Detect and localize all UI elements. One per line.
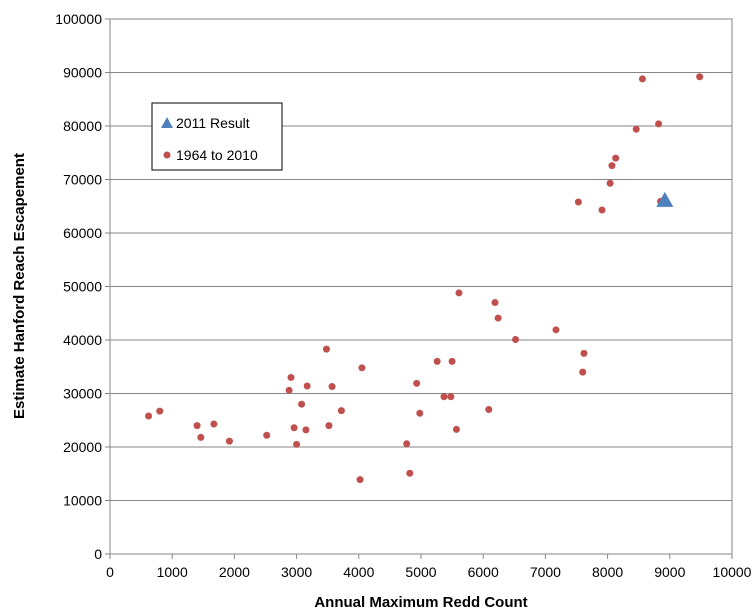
x-tick-label: 8000: [592, 564, 623, 580]
x-tick-label: 6000: [468, 564, 499, 580]
data-point: [325, 422, 333, 430]
data-point: [612, 154, 620, 162]
data-point: [512, 335, 520, 343]
data-point: [210, 420, 218, 428]
data-point: [225, 437, 233, 445]
y-tick-label: 50000: [63, 279, 102, 295]
data-points: [145, 73, 704, 484]
data-point: [406, 469, 414, 477]
legend-circle-icon: [163, 151, 171, 159]
data-point: [293, 440, 301, 448]
y-tick-label: 30000: [63, 386, 102, 402]
y-tick-label: 10000: [63, 493, 102, 509]
y-tick-label: 40000: [63, 332, 102, 348]
data-point: [455, 289, 463, 297]
y-tick-label: 90000: [63, 65, 102, 81]
data-point: [413, 379, 421, 387]
data-point: [494, 314, 502, 322]
data-point: [608, 162, 616, 170]
data-point: [606, 179, 614, 187]
data-point: [156, 407, 164, 415]
y-axis-title: Estimate Hanford Reach Escapement: [11, 153, 28, 419]
data-point: [440, 393, 448, 401]
data-point: [632, 125, 640, 133]
data-point: [579, 368, 587, 376]
data-point: [263, 431, 271, 439]
y-tick-label: 20000: [63, 439, 102, 455]
data-point: [285, 386, 293, 394]
data-point: [485, 406, 493, 414]
data-point: [145, 412, 153, 420]
data-point: [452, 425, 460, 433]
y-tick-label: 0: [94, 546, 102, 562]
data-point: [696, 73, 704, 81]
data-point: [298, 400, 306, 408]
data-point: [403, 440, 411, 448]
data-point: [433, 357, 441, 365]
data-point: [290, 424, 298, 432]
data-point: [193, 422, 201, 430]
y-tick-label: 70000: [63, 172, 102, 188]
x-tick-label: 3000: [281, 564, 312, 580]
data-point: [580, 349, 588, 357]
data-point: [447, 393, 455, 401]
legend-box: [151, 102, 283, 171]
y-axis-ticks: 0 10000 20000 30000 40000 50000 60000 70000 8000…: [55, 11, 110, 562]
data-point-triangle: [656, 191, 674, 207]
x-tick-label: 5000: [405, 564, 436, 580]
data-point: [416, 409, 424, 417]
legend-triangle-icon: [161, 117, 173, 128]
y-tick-label: 60000: [63, 225, 102, 241]
data-point: [322, 345, 330, 353]
data-point: [574, 198, 582, 206]
data-point: [448, 357, 456, 365]
x-axis-ticks: 0 1000 2000 3000 4000 5000 6000 7000 8000 9000 100…: [106, 554, 752, 580]
x-tick-label: 1000: [157, 564, 188, 580]
data-point: [302, 426, 310, 434]
data-point: [356, 476, 364, 484]
data-point: [598, 206, 606, 214]
y-tick-label: 100000: [55, 11, 102, 27]
legend-label-2011: 2011 Result: [176, 115, 250, 131]
x-tick-label: 9000: [654, 564, 685, 580]
data-point: [491, 299, 499, 307]
data-point: [638, 75, 646, 83]
data-point: [287, 373, 295, 381]
x-tick-label: 10000: [713, 564, 752, 580]
data-point: [655, 120, 663, 128]
x-tick-label: 7000: [530, 564, 561, 580]
legend-label-1964-2010: 1964 to 2010: [176, 147, 258, 163]
x-tick-label: 0: [106, 564, 114, 580]
x-tick-label: 4000: [343, 564, 374, 580]
legend: 2011 Result 1964 to 2010: [151, 102, 283, 171]
x-tick-label: 2000: [219, 564, 250, 580]
y-tick-label: 80000: [63, 118, 102, 134]
data-point: [552, 326, 560, 334]
data-point: [197, 433, 205, 441]
data-point: [358, 364, 366, 372]
x-axis-title: Annual Maximum Redd Count: [314, 594, 527, 611]
data-point: [328, 383, 336, 391]
data-point: [337, 407, 345, 415]
data-point: [303, 382, 311, 390]
